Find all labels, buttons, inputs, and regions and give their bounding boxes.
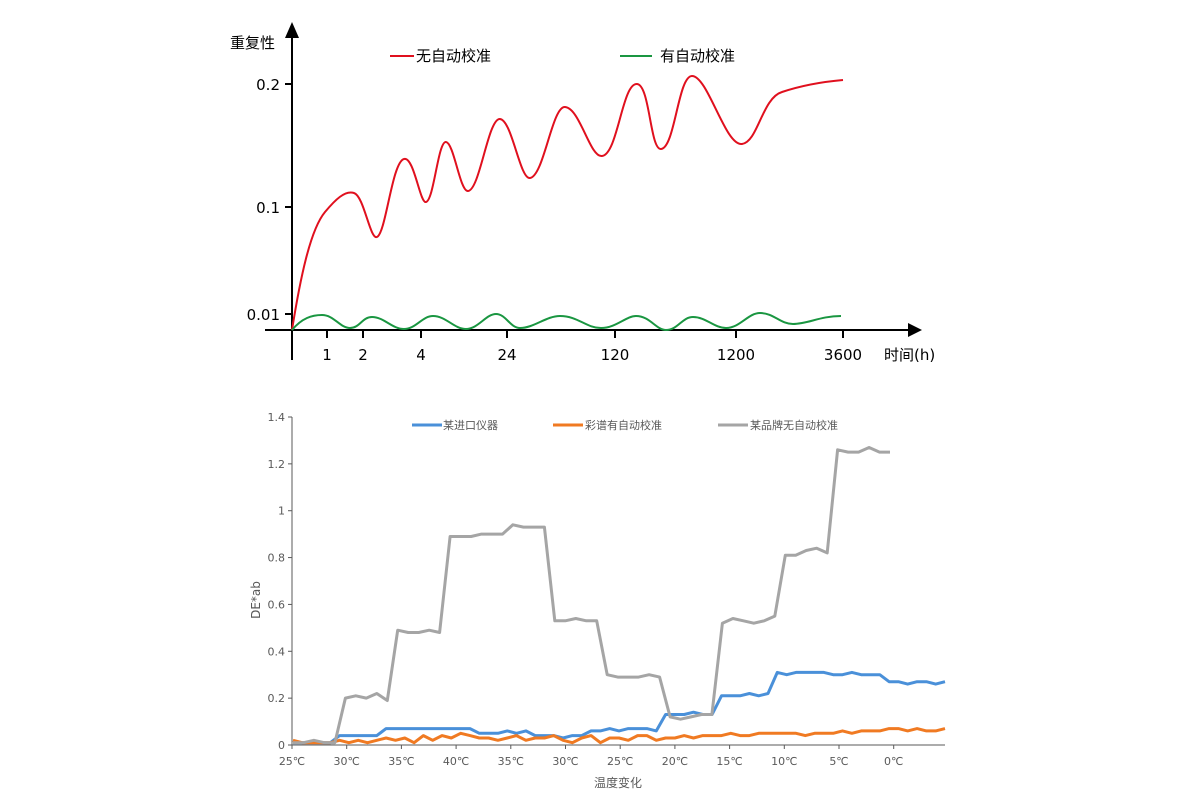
top-x-tick-label: 24	[497, 346, 516, 364]
bottom-y-tick-label: 0.8	[268, 552, 286, 565]
legend-label: 彩谱有自动校准	[585, 418, 662, 432]
top-x-tick-label: 3600	[824, 346, 862, 364]
bottom-x-tick-label: 25℃	[607, 755, 633, 768]
top-x-tick-label: 2	[358, 346, 368, 364]
legend-label: 有自动校准	[660, 47, 735, 65]
top-chart: 重复性 时间(h) 0.2 0.1 0.01 1 2 4 24 120 1200	[230, 22, 935, 364]
bottom-y-tick-label: 0.6	[268, 598, 286, 611]
legend-label: 无自动校准	[416, 47, 491, 65]
bottom-x-tick-label: 30℃	[334, 755, 360, 768]
series-auto-calibration	[291, 311, 842, 332]
top-x-axis-arrow-icon	[908, 323, 922, 337]
bottom-x-tick-label: 5℃	[829, 755, 848, 768]
bottom-x-axis-title: 温度变化	[594, 775, 642, 790]
bottom-x-tick-label: 25℃	[279, 755, 305, 768]
bottom-x-tick-label: 40℃	[443, 755, 469, 768]
top-y-axis-title: 重复性	[230, 34, 275, 52]
top-x-ticks: 1 2 4 24 120 1200 3600	[322, 330, 862, 364]
bottom-y-axis-title: DE*ab	[249, 581, 263, 619]
top-x-tick-label: 1200	[717, 346, 755, 364]
series-caipu-auto-calibration	[292, 727, 946, 745]
series-imported-instrument	[293, 670, 946, 745]
series-no-auto-calibration	[291, 74, 844, 331]
bottom-chart: 00.20.40.60.811.21.4 25℃ 30℃ 35℃ 40℃ 35℃ 30℃ 2…	[249, 411, 946, 790]
top-y-axis-arrow-icon	[285, 22, 299, 38]
bottom-x-tick-label: 35℃	[388, 755, 414, 768]
top-x-tick-label: 120	[601, 346, 630, 364]
top-y-ticks: 0.2 0.1 0.01	[247, 76, 292, 324]
bottom-x-tick-label: 0℃	[884, 755, 903, 768]
legend-label: 某品牌无自动校准	[750, 418, 838, 432]
top-y-tick-label: 0.2	[256, 76, 280, 94]
top-y-tick-label: 0.1	[256, 199, 280, 217]
bottom-x-tick-label: 20℃	[662, 755, 688, 768]
bottom-y-ticks: 0 0.2 0.4 0.6 0.8 1 1.2 1.4	[268, 411, 292, 752]
bottom-y-tick-label: 1	[278, 505, 285, 518]
bottom-x-tick-label: 30℃	[552, 755, 578, 768]
bottom-y-tick-label: 0.2	[268, 692, 286, 705]
top-y-tick-label: 0.01	[247, 306, 280, 324]
bottom-legend: 某进口仪器 彩谱有自动校准 某品牌无自动校准	[412, 418, 838, 432]
bottom-x-tick-label: 15℃	[716, 755, 742, 768]
series-brand-no-auto-calibration	[293, 446, 890, 745]
top-x-tick-label: 4	[416, 346, 426, 364]
top-x-tick-label: 1	[322, 346, 332, 364]
legend-label: 某进口仪器	[443, 419, 498, 432]
bottom-x-tick-label: 35℃	[498, 755, 524, 768]
top-legend: 无自动校准 有自动校准	[390, 47, 735, 65]
bottom-y-tick-label: 1.2	[268, 458, 286, 471]
bottom-y-tick-label: 0.4	[268, 645, 286, 658]
top-x-axis-title: 时间(h)	[884, 346, 935, 364]
bottom-y-tick-label: 0	[278, 739, 285, 752]
bottom-x-ticks: 25℃ 30℃ 35℃ 40℃ 35℃ 30℃ 25℃ 20℃ 15℃ 10℃ 5℃ 0℃	[279, 745, 903, 768]
bottom-y-tick-label: 1.4	[268, 411, 286, 424]
bottom-x-tick-label: 10℃	[771, 755, 797, 768]
